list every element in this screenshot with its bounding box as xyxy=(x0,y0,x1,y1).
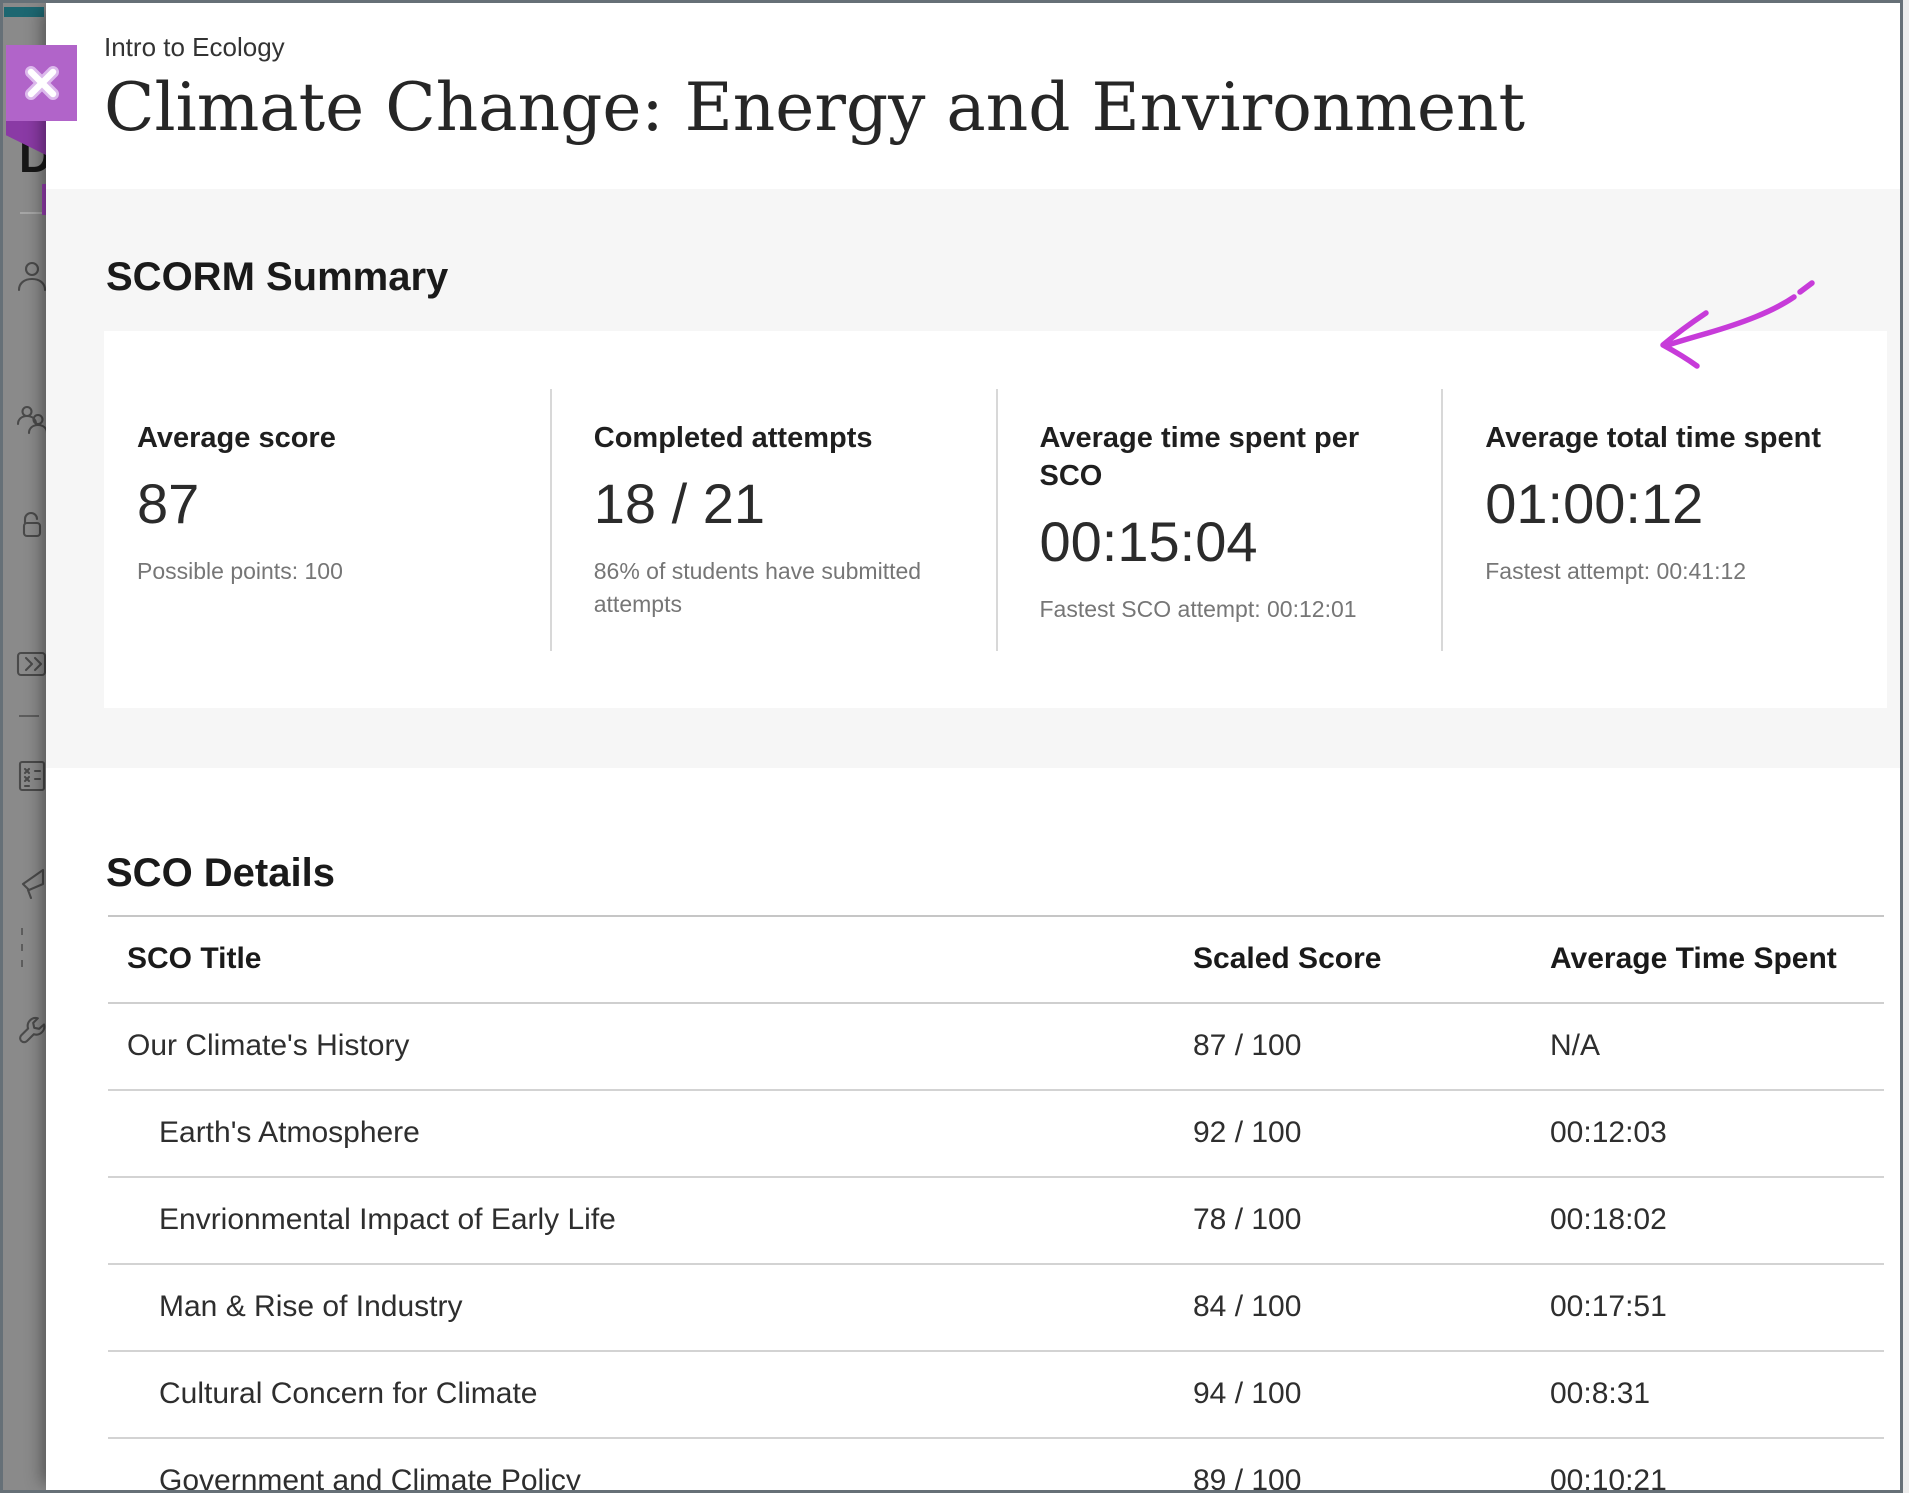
summary-stat: Average total time spent 01:00:12 Fastes… xyxy=(1441,331,1887,708)
stat-label: Completed attempts xyxy=(593,422,873,454)
cell-scaled-score: 84 / 100 xyxy=(1193,1264,1550,1352)
cell-average-time: 00:10:21 xyxy=(1550,1438,1884,1490)
table-row: Man & Rise of Industry 84 / 100 00:17:51 xyxy=(108,1264,1884,1352)
cell-sco-title: Government and Climate Policy xyxy=(108,1438,1193,1490)
table-row: Earth's Atmosphere 92 / 100 00:12:03 xyxy=(108,1090,1884,1178)
stat-subtext: Fastest attempt: 00:41:12 xyxy=(1485,558,1747,584)
cell-average-time: 00:8:31 xyxy=(1550,1351,1884,1439)
table-row: Our Climate's History 87 / 100 N/A xyxy=(108,1003,1884,1091)
panel-header: Intro to Ecology Climate Change: Energy … xyxy=(46,3,1900,146)
sco-details-table: SCO Title Scaled Score Average Time Spen… xyxy=(108,915,1884,1490)
cell-average-time: 00:17:51 xyxy=(1550,1264,1884,1352)
close-icon xyxy=(24,66,59,100)
cell-sco-title: Man & Rise of Industry xyxy=(108,1264,1193,1352)
summary-stat: Completed attempts 18 / 21 86% of studen… xyxy=(549,331,996,708)
cell-scaled-score: 92 / 100 xyxy=(1193,1090,1550,1178)
cell-sco-title: Earth's Atmosphere xyxy=(108,1090,1193,1178)
table-row: Cultural Concern for Climate 94 / 100 00… xyxy=(108,1351,1884,1439)
close-panel-button[interactable] xyxy=(6,45,77,121)
column-header-scaled-score: Scaled Score xyxy=(1193,916,1550,1004)
cell-scaled-score: 94 / 100 xyxy=(1193,1351,1550,1439)
cell-scaled-score: 78 / 100 xyxy=(1193,1177,1550,1265)
cell-sco-title: Our Climate's History xyxy=(108,1003,1193,1091)
column-header-average-time-spent: Average Time Spent xyxy=(1550,916,1884,1004)
stat-subtext: 86% of students have submitted attempts xyxy=(593,558,922,617)
sidebar-divider-dash xyxy=(19,715,39,717)
table-header-row: SCO Title Scaled Score Average Time Spen… xyxy=(108,916,1884,1004)
stat-value: 00:15:04 xyxy=(1039,510,1258,573)
summary-stat: Average score 87 Possible points: 100 xyxy=(104,331,550,708)
announcements-icon[interactable] xyxy=(15,865,49,900)
sidebar-dotted-line xyxy=(21,944,23,951)
cell-sco-title: Cultural Concern for Climate xyxy=(108,1351,1193,1439)
scorm-summary-section: SCORM Summary Average score 87 Possible … xyxy=(46,189,1900,768)
settings-wrench-icon[interactable] xyxy=(15,1015,49,1049)
cell-average-time: 00:12:03 xyxy=(1550,1090,1884,1178)
scorm-report-panel: Intro to Ecology Climate Change: Energy … xyxy=(46,3,1900,1490)
stat-label: Average time spent per SCO xyxy=(1039,422,1360,492)
stat-value: 01:00:12 xyxy=(1485,472,1704,535)
sco-details-heading: SCO Details xyxy=(106,851,335,895)
summary-stat: Average time spent per SCO 00:15:04 Fast… xyxy=(995,331,1442,708)
cell-scaled-score: 87 / 100 xyxy=(1193,1003,1550,1091)
background-sidebar: D xyxy=(3,3,52,1490)
gradebook-icon[interactable] xyxy=(15,759,49,793)
sidebar-dotted-line xyxy=(21,928,23,935)
cell-scaled-score: 89 / 100 xyxy=(1193,1438,1550,1490)
page-title: Climate Change: Energy and Environment xyxy=(104,69,1526,146)
stat-subtext: Fastest SCO attempt: 00:12:01 xyxy=(1039,596,1357,622)
stat-label: Average score xyxy=(137,422,336,454)
cell-average-time: 00:18:02 xyxy=(1550,1177,1884,1265)
table-row: Government and Climate Policy 89 / 100 0… xyxy=(108,1438,1884,1490)
cell-sco-title: Envrionmental Impact of Early Life xyxy=(108,1177,1193,1265)
column-header-sco-title: SCO Title xyxy=(108,916,1193,1004)
sco-details-section: SCO Details SCO Title Scaled Score Avera… xyxy=(46,849,1900,1490)
collapse-panel-icon[interactable] xyxy=(15,647,49,681)
cell-average-time: N/A xyxy=(1550,1003,1884,1091)
active-nav-indicator xyxy=(42,184,48,215)
privacy-lock-icon[interactable] xyxy=(15,508,49,542)
stat-value: 18 / 21 xyxy=(593,472,766,535)
groups-icon[interactable] xyxy=(15,403,49,437)
table-row: Envrionmental Impact of Early Life 78 / … xyxy=(108,1177,1884,1265)
background-divider xyxy=(20,212,46,214)
stat-subtext: Possible points: 100 xyxy=(137,558,343,584)
summary-stats-card: Average score 87 Possible points: 100 Co… xyxy=(104,331,1887,708)
sidebar-top-accent xyxy=(4,7,44,17)
scorm-summary-heading: SCORM Summary xyxy=(106,255,449,299)
sidebar-dotted-line xyxy=(21,960,23,967)
stat-label: Average total time spent xyxy=(1485,422,1821,454)
profile-icon[interactable] xyxy=(15,259,49,293)
breadcrumb: Intro to Ecology xyxy=(104,32,285,62)
stat-value: 87 xyxy=(137,472,200,535)
